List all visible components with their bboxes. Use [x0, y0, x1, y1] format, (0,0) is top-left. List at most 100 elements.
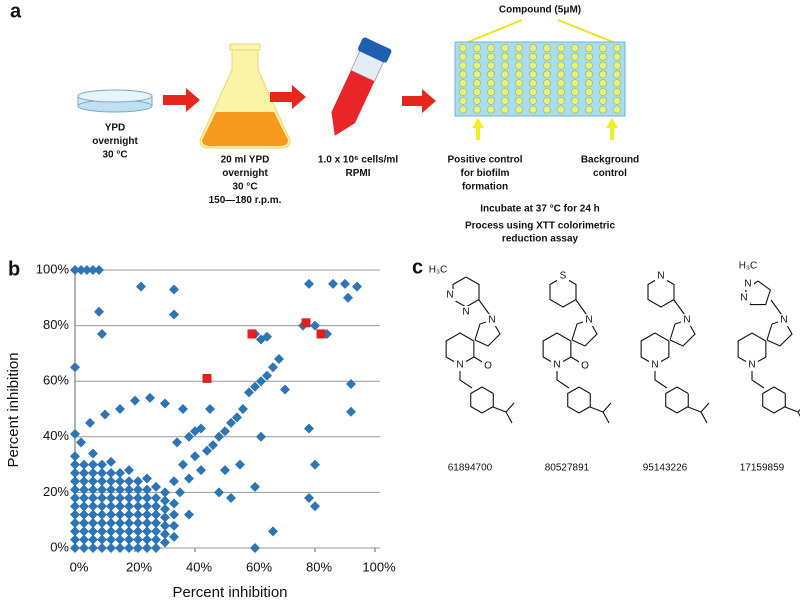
point: [70, 467, 80, 478]
well: [459, 105, 467, 114]
point: [133, 526, 143, 537]
point: [202, 373, 212, 383]
point: [79, 467, 89, 478]
point: [151, 517, 161, 528]
well: [529, 105, 537, 114]
well: [473, 79, 481, 88]
well: [515, 79, 523, 88]
atom-label: N: [462, 307, 469, 318]
point: [133, 534, 143, 545]
point: [133, 517, 143, 528]
bond: [549, 276, 577, 308]
x-axis-label: Percent inhibition: [172, 584, 287, 601]
well: [557, 44, 565, 52]
y-tick-label: 20%: [43, 484, 69, 499]
step-text: 30 °C: [102, 150, 127, 161]
well: [501, 61, 509, 70]
point: [115, 484, 125, 495]
atom-bg: [738, 292, 750, 304]
y-axis-label: Percent inhibition: [5, 352, 22, 467]
point: [160, 529, 170, 540]
well: [459, 52, 467, 61]
point: [250, 481, 260, 492]
well: [515, 52, 523, 61]
point: [214, 487, 224, 498]
well: [571, 79, 579, 88]
atom-label: H₃C: [739, 261, 758, 272]
point: [88, 509, 98, 520]
step-text: 150—180 r.p.m.: [209, 195, 282, 206]
x-tick-label: 40%: [186, 559, 212, 574]
point: [142, 501, 152, 512]
point: [115, 492, 125, 503]
point: [250, 543, 260, 553]
well: [571, 70, 579, 79]
point: [226, 417, 236, 428]
point: [115, 509, 125, 520]
point: [124, 476, 134, 487]
point: [169, 498, 179, 509]
point: [115, 534, 125, 545]
well: [571, 44, 579, 52]
point: [220, 426, 230, 437]
well: [557, 70, 565, 79]
compound-id: 80527891: [545, 463, 590, 474]
well: [599, 52, 607, 61]
point: [214, 431, 224, 442]
atom-label: S: [560, 271, 567, 282]
well: [459, 61, 467, 70]
well: [501, 44, 509, 52]
point: [310, 320, 320, 331]
well: [585, 96, 593, 105]
compound-id: 95143226: [643, 463, 688, 474]
step-text: 20 ml YPD: [221, 155, 270, 166]
point: [124, 526, 134, 537]
well: [613, 88, 621, 96]
arrow: [402, 89, 436, 113]
well: [529, 70, 537, 79]
bond: [474, 319, 501, 347]
point: [88, 543, 98, 553]
point: [94, 306, 104, 317]
point: [169, 520, 179, 531]
well: [473, 44, 481, 52]
atom-bg: [655, 270, 667, 282]
point: [256, 376, 266, 387]
point: [160, 495, 170, 506]
bond: [665, 386, 689, 414]
well: [515, 61, 523, 70]
well: [613, 96, 621, 105]
point: [70, 265, 80, 275]
point: [151, 526, 161, 537]
point: [100, 409, 110, 420]
atom-label: N: [740, 293, 747, 304]
point: [70, 517, 80, 528]
control-text: formation: [462, 182, 508, 193]
point: [97, 517, 107, 528]
well: [599, 44, 607, 52]
panel-label: b: [8, 258, 20, 280]
bond: [700, 411, 708, 424]
well: [613, 70, 621, 79]
x-tick-label: 20%: [126, 559, 152, 574]
well: [487, 79, 495, 88]
compound-line: [462, 19, 523, 45]
well: [585, 52, 593, 61]
point: [124, 543, 134, 553]
point: [79, 517, 89, 528]
point: [70, 459, 80, 470]
point: [70, 362, 80, 373]
well: [459, 44, 467, 52]
well: [501, 70, 509, 79]
point: [94, 265, 104, 275]
point: [79, 501, 89, 512]
well: [585, 105, 593, 114]
point: [106, 501, 116, 512]
point: [316, 329, 326, 339]
atom-bg: [482, 360, 494, 372]
well: [613, 61, 621, 70]
well: [585, 79, 593, 88]
point: [115, 501, 125, 512]
point: [70, 484, 80, 495]
control-arrow: [472, 118, 484, 140]
